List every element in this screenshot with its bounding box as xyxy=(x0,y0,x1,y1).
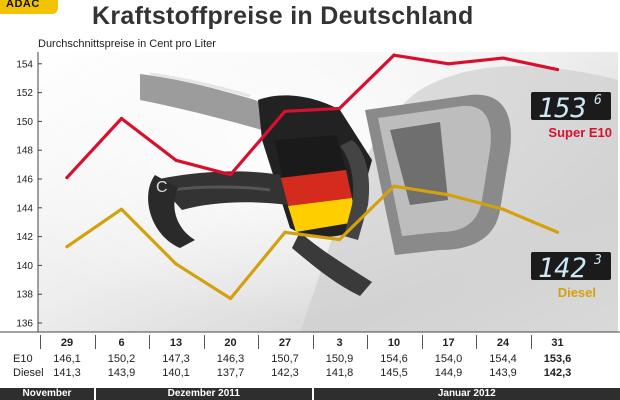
logo-text: ADAC xyxy=(6,0,40,10)
adac-logo: ADAC xyxy=(0,0,58,14)
table-cell-e10: 150,2 xyxy=(107,353,136,365)
badge-diesel: 142 3 Diesel xyxy=(531,252,611,300)
page-title: Kraftstoffpreise in Deutschland xyxy=(92,2,474,30)
data-point-diesel xyxy=(555,230,560,234)
data-point-e10 xyxy=(501,56,505,60)
badge-super-e10: 153 6 Super E10 xyxy=(531,92,612,140)
y-tick-label: 150 xyxy=(16,117,33,128)
lcd-value-e10: 153 xyxy=(538,93,587,124)
header: ADAC Kraftstoffpreise in Deutschland xyxy=(0,0,620,36)
table-column-divider xyxy=(312,335,314,349)
data-point-diesel xyxy=(446,193,451,197)
table-date-header: 17 xyxy=(442,337,455,349)
data-point-e10 xyxy=(228,173,233,177)
data-point-e10 xyxy=(119,116,124,121)
data-point-diesel xyxy=(65,245,69,249)
table-cell-diesel: 143,9 xyxy=(489,367,517,379)
table-column-divider xyxy=(40,335,41,349)
y-tick-label: 148 xyxy=(16,146,33,157)
table-column-divider xyxy=(367,335,368,349)
table-cell-diesel: 144,9 xyxy=(434,367,463,379)
table-cell-diesel: 142,3 xyxy=(271,367,299,379)
data-point-diesel xyxy=(283,230,287,234)
table-date-header: 20 xyxy=(224,337,237,349)
table-date-header: 6 xyxy=(118,337,125,349)
month-label: Dezember 2011 xyxy=(95,388,312,400)
table-cell-diesel: 142,3 xyxy=(543,367,572,379)
table-cell-e10: 150,9 xyxy=(325,353,354,365)
row-label-e10: E10 xyxy=(13,353,33,365)
lcd-value-diesel: 142 xyxy=(538,253,587,284)
table-column-divider xyxy=(203,335,205,349)
table-cell-e10: 150,7 xyxy=(271,353,299,365)
table-cell-diesel: 141,8 xyxy=(325,367,354,379)
data-point-diesel xyxy=(228,296,233,301)
table-cell-e10: 146,3 xyxy=(216,353,245,365)
table-date-header: 24 xyxy=(496,337,510,349)
series-line-diesel xyxy=(65,184,560,301)
table-column-divider xyxy=(258,335,259,349)
y-tick-label: 138 xyxy=(16,290,33,301)
data-point-diesel xyxy=(501,207,505,211)
table-cell-e10: 153,6 xyxy=(543,353,572,365)
data-points xyxy=(65,53,560,301)
table-date-header: 10 xyxy=(387,337,401,349)
month-label: November xyxy=(0,388,94,400)
lcd-value-e10-sup: 6 xyxy=(594,93,602,108)
table-cell-diesel: 140,1 xyxy=(162,367,190,379)
data-point-diesel xyxy=(119,207,124,211)
series-line-super-e10 xyxy=(65,53,560,180)
data-point-diesel xyxy=(174,262,178,266)
table-column-divider xyxy=(530,335,532,349)
y-tick-label: 136 xyxy=(16,319,33,330)
table-cell-e10: 154,4 xyxy=(489,353,517,365)
lcd-display-e10 xyxy=(531,92,611,120)
lcd-value-diesel-sup: 3 xyxy=(593,253,602,268)
y-tick-label: 144 xyxy=(16,203,33,214)
table-cell-diesel: 137,7 xyxy=(216,367,245,379)
table-date-header: 13 xyxy=(169,337,183,349)
lcd-display-diesel xyxy=(531,252,611,280)
y-tick-label: 146 xyxy=(16,175,33,186)
table-cell-diesel: 145,5 xyxy=(380,367,408,379)
data-point-e10 xyxy=(446,62,451,66)
table-date-header: 3 xyxy=(336,337,343,349)
table-cell-e10: 147,3 xyxy=(162,353,190,365)
y-tick-label: 152 xyxy=(16,88,33,99)
y-tick-label: 140 xyxy=(16,261,33,272)
row-label-diesel: Diesel xyxy=(13,367,44,379)
table-column-divider xyxy=(149,335,150,349)
data-point-diesel xyxy=(337,237,342,242)
y-tick-label: 154 xyxy=(16,59,33,70)
y-ticks: 136 138 140 142 144 146 148 150 152 154 xyxy=(16,59,42,330)
table-cell-e10: 154,0 xyxy=(434,353,463,365)
data-point-diesel xyxy=(392,184,396,188)
data-point-e10 xyxy=(337,106,342,111)
data-point-e10 xyxy=(283,109,287,113)
table-date-header: 27 xyxy=(278,337,292,349)
data-point-e10 xyxy=(555,67,560,72)
table-column-divider xyxy=(94,335,96,349)
table-cell-e10: 146,1 xyxy=(53,353,81,365)
fuel-nozzle-illustration: C xyxy=(140,72,372,296)
value-table: E10 Diesel 29 146,1 141,3 6 150,2 143,9 13 147,… xyxy=(0,333,620,400)
table-cell-e10: 154,6 xyxy=(380,353,408,365)
table-date-header: 29 xyxy=(60,337,74,349)
data-point-e10 xyxy=(65,175,69,180)
table-column-divider xyxy=(421,335,423,349)
line-chart: C 136 138 140 142 144 146 148 150 152 154 153 6 S… xyxy=(0,52,620,333)
svg-text:C: C xyxy=(156,179,168,196)
data-point-e10 xyxy=(392,53,396,57)
table-date-header: 31 xyxy=(551,337,564,349)
series-label-diesel: Diesel xyxy=(558,285,596,300)
table-cell-diesel: 143,9 xyxy=(107,367,136,379)
table-column-divider xyxy=(476,335,477,349)
month-label: Januar 2012 xyxy=(313,388,620,400)
table-cell-diesel: 141,3 xyxy=(53,367,81,379)
y-tick-label: 142 xyxy=(16,232,33,243)
chart-subtitle: Durchschnittspreise in Cent pro Liter xyxy=(38,38,216,50)
series-label-super-e10: Super E10 xyxy=(548,125,612,140)
data-point-e10 xyxy=(174,158,178,162)
